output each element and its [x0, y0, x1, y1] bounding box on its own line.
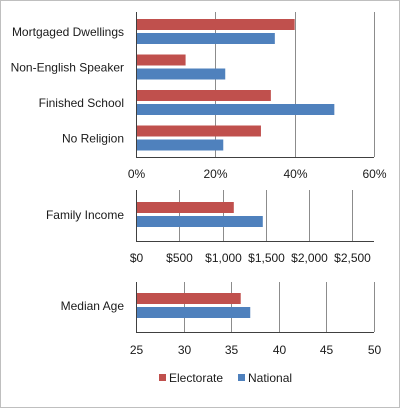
- category-label: Family Income: [46, 208, 124, 222]
- x-tick-label: 35: [225, 343, 239, 357]
- bar-electorate: [137, 293, 241, 304]
- category-label: Mortgaged Dwellings: [12, 25, 124, 39]
- legend-swatch-national: [238, 374, 245, 381]
- bar-national: [137, 307, 251, 318]
- category-label: Median Age: [61, 299, 125, 313]
- x-tick-label: $1,500: [248, 251, 285, 265]
- legend-label-national: National: [248, 371, 292, 385]
- x-tick-label: $2,500: [334, 251, 371, 265]
- x-tick-label: 0%: [128, 167, 146, 181]
- x-tick-label: $2,000: [291, 251, 328, 265]
- x-tick-label: $500: [166, 251, 193, 265]
- bar-electorate: [137, 90, 271, 101]
- x-tick-label: 25: [130, 343, 144, 357]
- x-tick-label: 50: [368, 343, 382, 357]
- chart-panel-median-age: 25 30 35 40 45 50 Median Age: [61, 282, 382, 357]
- legend: Electorate National: [159, 371, 292, 385]
- bar-electorate: [137, 202, 234, 213]
- x-tick-label: 40: [273, 343, 287, 357]
- x-tick-label: 45: [320, 343, 334, 357]
- bar-electorate: [137, 19, 295, 30]
- category-label: Finished School: [39, 96, 124, 110]
- x-tick-label: $0: [130, 251, 144, 265]
- x-tick-label: 30: [178, 343, 192, 357]
- category-label: Non-English Speaker: [11, 61, 124, 75]
- legend-label-electorate: Electorate: [169, 371, 223, 385]
- bar-electorate: [137, 125, 261, 137]
- chart-panel-demographics: 0% 20% 40% 60% Mortgaged Dwellings Non-Englis…: [11, 12, 387, 181]
- legend-swatch-electorate: [159, 374, 166, 381]
- bar-national: [137, 216, 263, 227]
- bar-national: [137, 139, 224, 151]
- bar-national: [137, 104, 335, 115]
- chart-panel-family-income: $0 $500 $1,000 $1,500 $2,000 $2,500 Family Inc…: [46, 190, 374, 265]
- x-tick-label: 60%: [362, 167, 386, 181]
- x-tick-label: 40%: [283, 167, 307, 181]
- x-tick-label: 20%: [203, 167, 227, 181]
- category-label: No Religion: [62, 132, 124, 146]
- x-tick-label: $1,000: [205, 251, 242, 265]
- bar-electorate: [137, 54, 186, 66]
- bar-national: [137, 33, 275, 44]
- bar-national: [137, 68, 226, 80]
